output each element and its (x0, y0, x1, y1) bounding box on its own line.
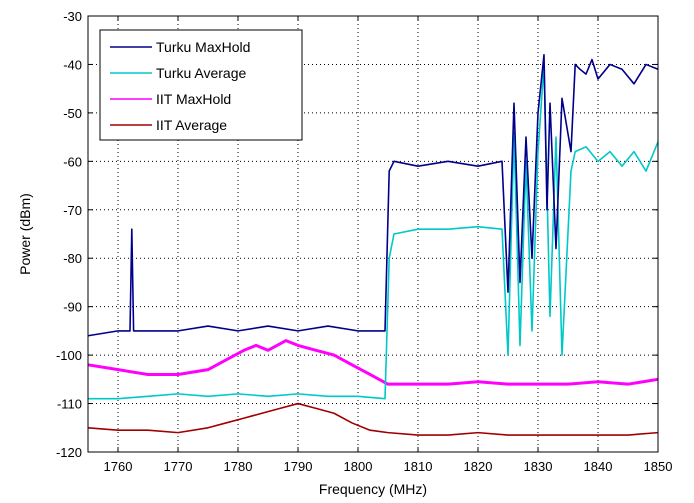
legend: Turku MaxHold Turku Average IIT MaxHold IIT… (99, 29, 303, 141)
y-tick-label: -120 (56, 445, 82, 460)
x-axis-title: Frequency (MHz) (319, 481, 427, 497)
x-tick-label: 1810 (404, 459, 433, 474)
y-tick-label: -40 (63, 57, 82, 72)
x-tick-label: 1850 (644, 459, 673, 474)
legend-label-turku-average: Turku Average (156, 65, 246, 81)
x-tick-label: 1830 (524, 459, 553, 474)
series-line-iit-maxhold (87, 339, 659, 386)
x-tick-label: 1780 (224, 459, 253, 474)
y-tick-label: -110 (57, 397, 82, 412)
legend-label-iit-maxhold: IIT MaxHold (156, 91, 231, 107)
series-layer (87, 53, 659, 436)
series-line-iit-average (87, 402, 659, 436)
x-tick-label: 1770 (164, 459, 193, 474)
y-axis-title: Power (dBm) (17, 193, 33, 275)
y-tick-label: -30 (63, 9, 82, 24)
y-tick-label: -80 (63, 251, 82, 266)
y-tick-label: -50 (63, 106, 82, 121)
y-tick-label: -90 (63, 300, 82, 315)
legend-label-turku-maxhold: Turku MaxHold (156, 39, 250, 55)
y-axis: -120 -110 -100 -90 -80 -70 -60 -50 -40 -30 (56, 9, 658, 460)
legend-box (99, 29, 303, 141)
x-tick-label: 1840 (584, 459, 613, 474)
x-axis: 1760 1770 1780 1790 1800 1810 1820 1830 1840 1850 (104, 16, 673, 474)
series-line-turku-average (88, 63, 659, 400)
x-tick-label: 1760 (104, 459, 133, 474)
x-tick-label: 1800 (344, 459, 373, 474)
y-tick-label: -100 (56, 348, 82, 363)
legend-label-iit-average: IIT Average (156, 117, 227, 133)
y-tick-label: -70 (63, 203, 82, 218)
x-tick-label: 1820 (464, 459, 493, 474)
x-tick-label: 1790 (284, 459, 313, 474)
y-tick-label: -60 (63, 154, 82, 169)
series-line-turku-maxhold (87, 53, 659, 337)
plot-frame (87, 15, 659, 453)
